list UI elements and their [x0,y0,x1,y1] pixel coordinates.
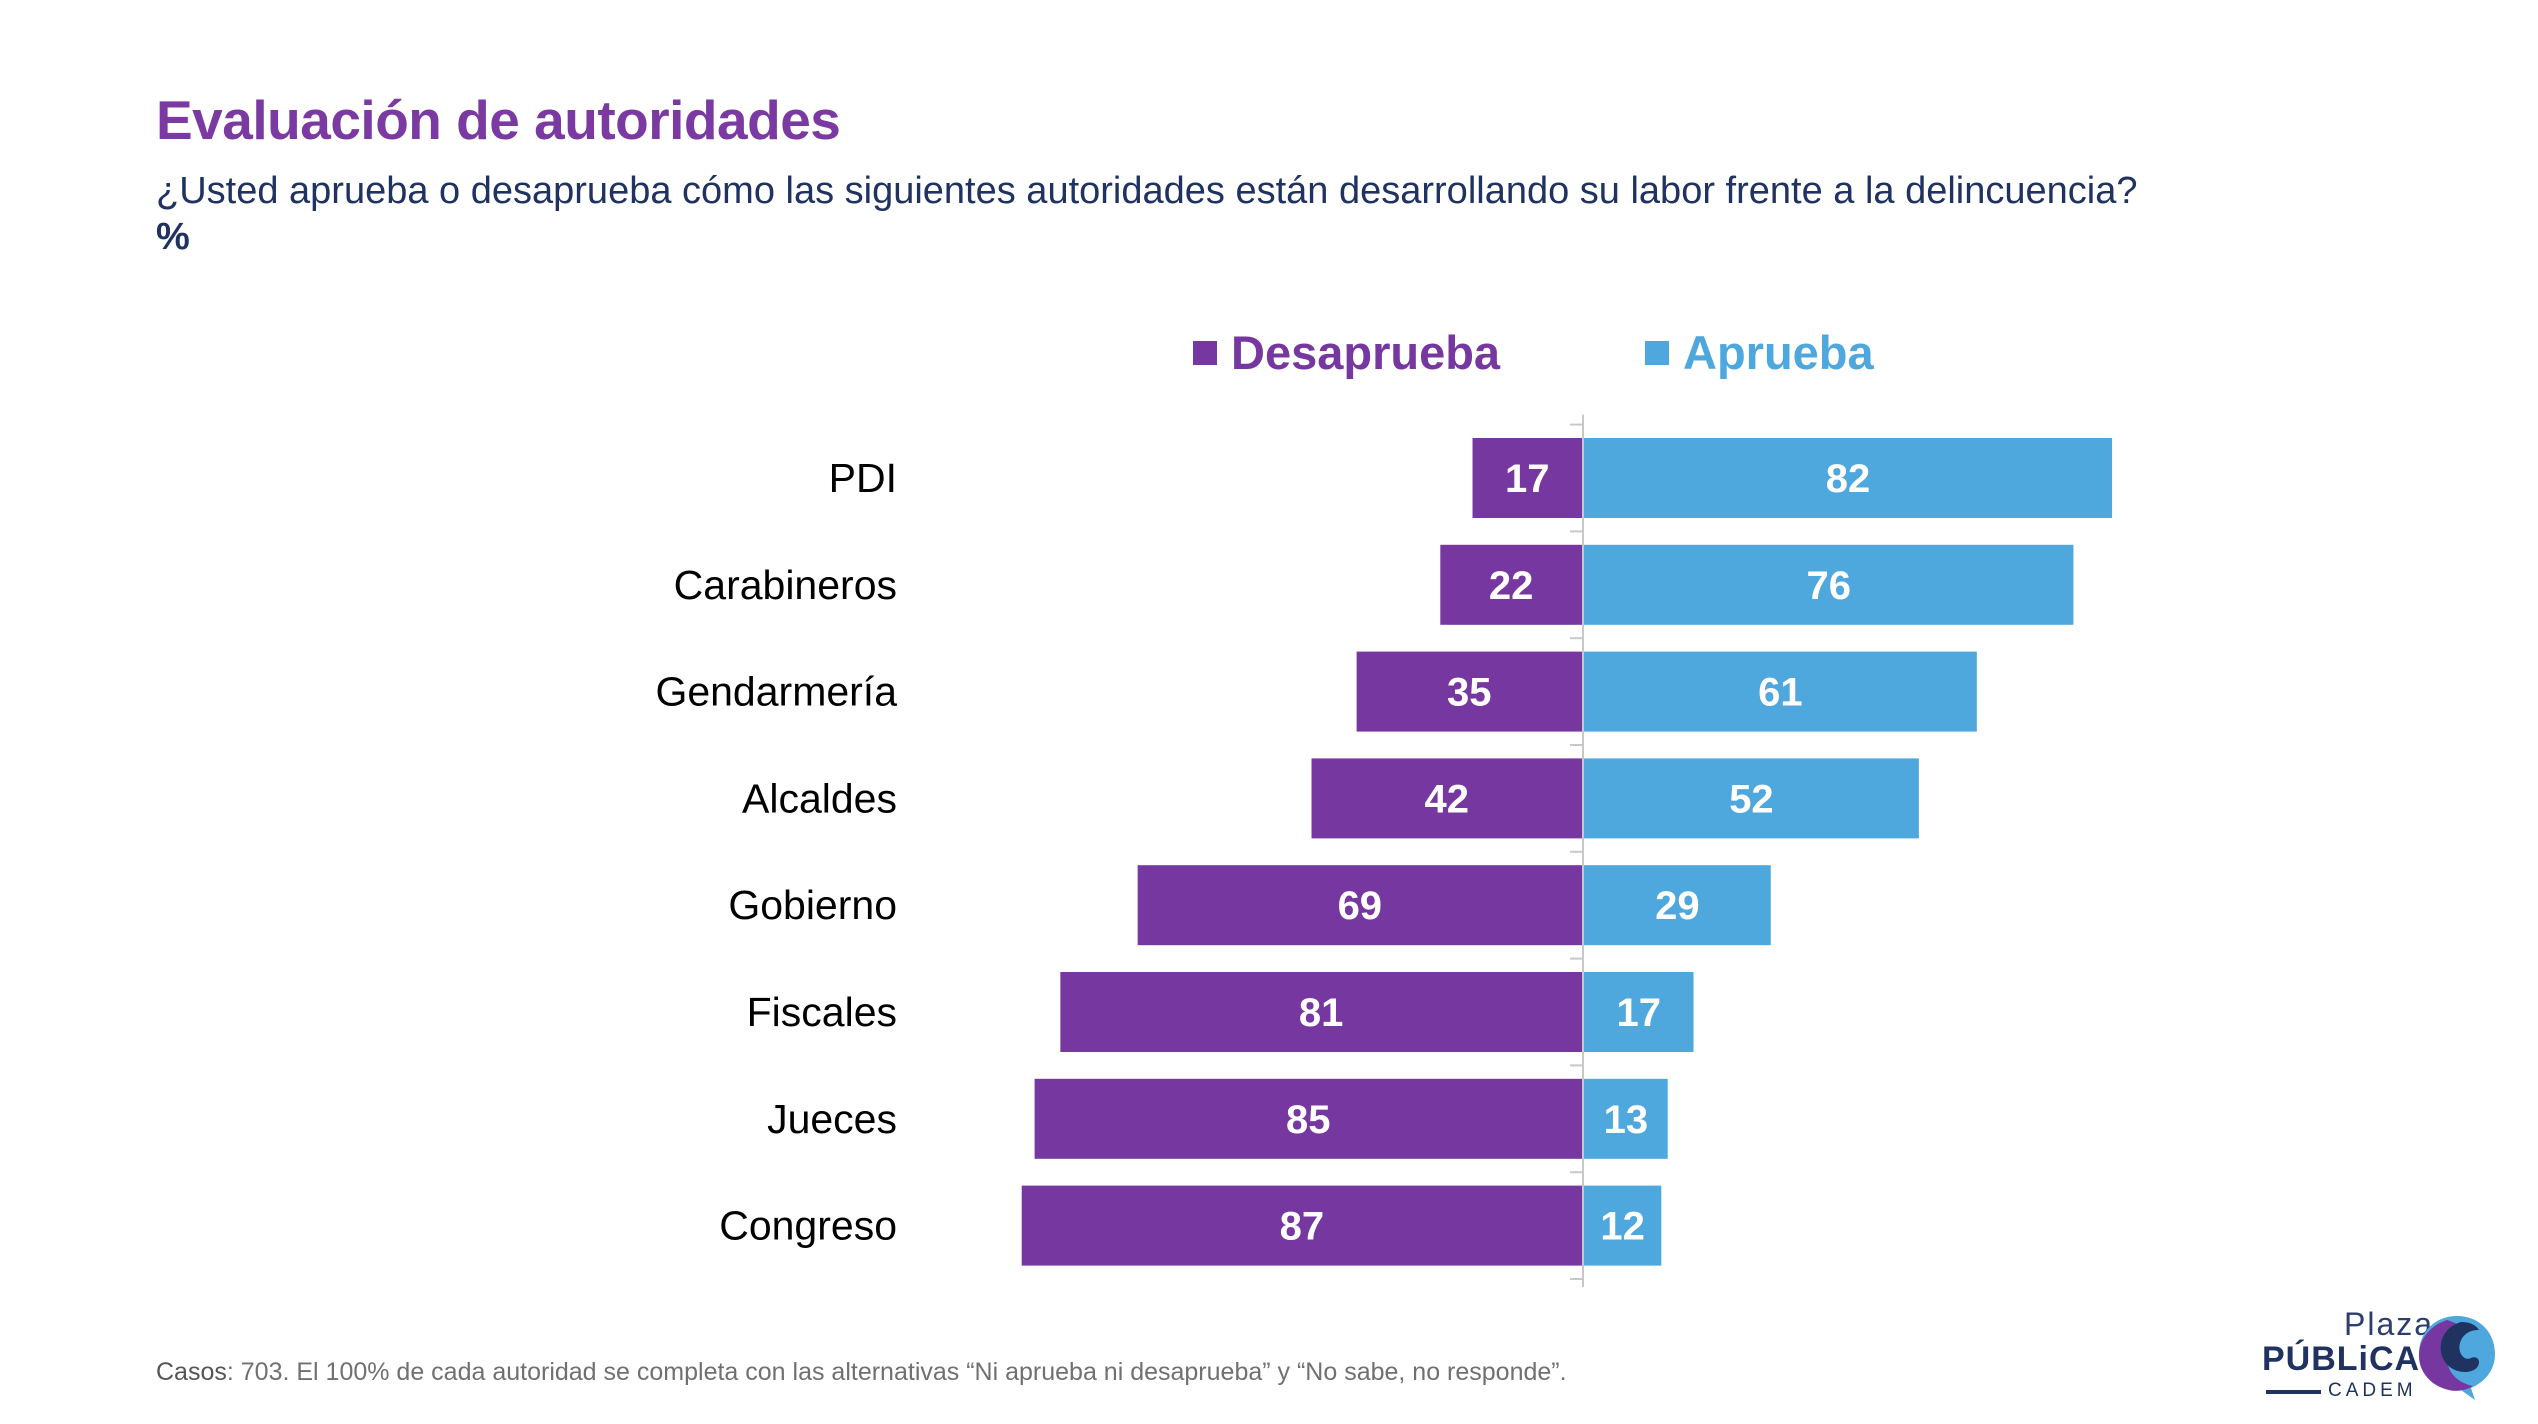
chart-subtitle: ¿Usted aprueba o desaprueba cómo las sig… [156,168,2156,260]
footer-note: Casos: 703. El 100% de cada autoridad se… [156,1358,1567,1387]
value-label-desaprueba-fiscales: 81 [1299,991,1344,1035]
value-label-desaprueba-jueces: 85 [1286,1098,1331,1142]
bar-desaprueba-congreso [1021,1185,1582,1266]
legend-label-aprueba: Aprueba [1683,326,1874,379]
bar-aprueba-pdi [1584,438,2113,518]
value-label-aprueba-jueces: 13 [1604,1098,1649,1142]
value-label-aprueba-congreso: 12 [1600,1205,1645,1249]
value-label-aprueba-fiscales: 17 [1616,991,1661,1035]
category-label-gendarmeria: Gendarmería [655,669,897,715]
bar-desaprueba-carabineros [1440,544,1582,625]
category-label-alcaldes: Alcaldes [742,775,897,821]
footer-cases-label: Casos [156,1358,227,1386]
value-label-aprueba-gendarmeria: 61 [1758,671,1803,715]
value-label-aprueba-pdi: 82 [1826,457,1871,501]
bar-desaprueba-jueces [1034,1078,1582,1159]
bar-desaprueba-alcaldes [1311,758,1582,839]
category-label-pdi: PDI [829,455,897,501]
category-label-congreso: Congreso [719,1203,897,1249]
bar-aprueba-fiscales [1584,972,1694,1052]
value-label-desaprueba-pdi: 17 [1505,457,1550,501]
bar-desaprueba-gendarmeria [1356,651,1582,732]
bar-desaprueba-fiscales [1060,972,1582,1052]
legend-swatch-desaprueba [1193,340,1217,365]
category-label-fiscales: Fiscales [747,989,897,1035]
category-label-jueces: Jueces [767,1096,897,1142]
legend-item-desaprueba: Desaprueba [1193,325,1500,380]
subtitle-question: ¿Usted aprueba o desaprueba cómo las sig… [156,170,2138,212]
logo-text-plaza: Plaza [2344,1306,2435,1342]
value-label-desaprueba-congreso: 87 [1280,1205,1325,1249]
speech-bubble-logo-icon [2419,1316,2495,1400]
bar-aprueba-gendarmeria [1584,651,1977,732]
bar-desaprueba-gobierno [1137,865,1582,946]
value-label-desaprueba-gendarmeria: 35 [1447,671,1492,715]
bar-aprueba-congreso [1584,1185,1662,1266]
value-label-desaprueba-alcaldes: 42 [1425,777,1470,821]
logo-text-cadem: CADEM [2328,1380,2417,1401]
value-label-aprueba-alcaldes: 52 [1729,777,1774,821]
category-label-gobierno: Gobierno [728,882,897,928]
legend-label-desaprueba: Desaprueba [1231,326,1501,379]
value-label-aprueba-gobierno: 29 [1655,884,1700,928]
bar-aprueba-gobierno [1584,865,1771,946]
subtitle-unit: % [156,216,190,258]
bar-desaprueba-pdi [1472,438,1582,518]
value-label-desaprueba-carabineros: 22 [1489,564,1534,608]
plaza-publica-cadem-logo: Plaza PÚBLiCA CADEM [2262,1306,2502,1406]
legend-item-aprueba: Aprueba [1645,325,1874,380]
value-label-aprueba-carabineros: 76 [1806,564,1851,608]
value-label-desaprueba-gobierno: 69 [1338,884,1383,928]
footer-note-text: : 703. El 100% de cada autoridad se comp… [226,1358,1567,1386]
bar-aprueba-alcaldes [1584,758,1919,839]
logo-rule [2266,1390,2321,1394]
category-label-carabineros: Carabineros [674,562,897,608]
bar-aprueba-jueces [1584,1078,1668,1159]
logo-text-publica: PÚBLiCA [2262,1340,2421,1378]
legend-swatch-aprueba [1645,340,1669,365]
chart-title: Evaluación de autoridades [156,89,841,151]
bar-aprueba-carabineros [1584,544,2074,625]
